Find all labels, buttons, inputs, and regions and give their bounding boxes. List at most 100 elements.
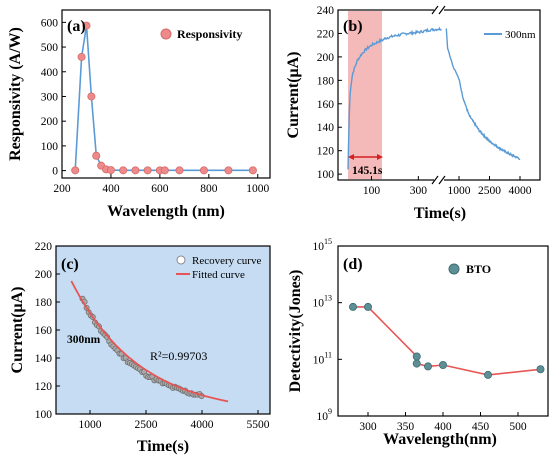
y-tick-label-d: 109 xyxy=(317,407,333,423)
x-tick-label-d: 300 xyxy=(359,421,377,433)
panel-b-label: (b) xyxy=(343,18,363,35)
x-axis-label-a: Wavelength (nm) xyxy=(107,203,225,220)
x-tick-label-d: 350 xyxy=(397,421,415,433)
y-tick-label-d: 1013 xyxy=(313,294,333,310)
detectivity-point xyxy=(412,352,421,361)
detectivity-point xyxy=(536,365,545,374)
y-tick-label-b: 240 xyxy=(317,5,335,17)
axis-break-mark xyxy=(431,5,446,185)
x-axis-label-b: Time(s) xyxy=(414,205,466,222)
y-axis-label-c: Current(μA) xyxy=(9,287,26,374)
y-tick-label-b: 120 xyxy=(317,146,335,158)
detectivity-point xyxy=(348,302,357,311)
x-tick-label-a: 600 xyxy=(151,183,169,195)
legend-label-fitted: Fitted curve xyxy=(192,269,245,281)
x-tick-label-c: 4000 xyxy=(191,419,214,431)
detectivity-point xyxy=(438,360,447,369)
detectivity-point xyxy=(423,362,432,371)
x-tick-label-c: 5500 xyxy=(247,419,270,431)
x-tick-label-a: 200 xyxy=(53,183,71,195)
panel-a-label: (a) xyxy=(67,18,86,35)
y-tick-label-b: 140 xyxy=(317,122,335,134)
panel-a-frame xyxy=(61,9,271,179)
y-tick-label-c: 120 xyxy=(35,381,53,393)
legend-marker-responsivity xyxy=(160,28,172,40)
responsivity-point xyxy=(224,166,233,175)
y-tick-label-d: 1015 xyxy=(313,237,333,253)
y-axis-label-d: Detectivity(Jones) xyxy=(287,270,304,393)
detectivity-point xyxy=(363,302,372,311)
x-tick-label-d: 400 xyxy=(434,421,452,433)
legend-marker-recovery xyxy=(176,255,186,265)
x-tick-label-b: 1000 xyxy=(448,185,471,197)
legend-label-recovery: Recovery curve xyxy=(192,255,261,267)
detectivity-point xyxy=(412,359,421,368)
responsivity-point xyxy=(143,166,152,175)
current-decay-line xyxy=(445,28,521,161)
responsivity-point xyxy=(82,21,91,30)
x-tick-label-b: 4000 xyxy=(509,185,532,197)
responsivity-point xyxy=(71,166,80,175)
y-tick-label-c: 100 xyxy=(35,409,53,421)
x-tick-label-a: 800 xyxy=(200,183,218,195)
y-tick-label-a: 600 xyxy=(41,17,59,29)
panel-d: 300 350 400 450 500 109 1011 1013 1015 (d) BTO W… xyxy=(287,237,549,448)
legend-label-300nm: 300nm xyxy=(505,29,536,41)
y-tick-label-a: 500 xyxy=(41,42,59,54)
rise-time-arrow xyxy=(348,154,383,160)
y-tick-label-b: 220 xyxy=(317,28,335,40)
x-axis-label-c: Time(s) xyxy=(137,438,189,455)
y-axis-label-b: Current(μA) xyxy=(285,52,302,139)
x-tick-label-a: 400 xyxy=(102,183,120,195)
detectivity-line xyxy=(353,306,541,376)
fitted-curve xyxy=(70,280,229,403)
y-tick-label-c: 140 xyxy=(35,353,53,365)
panel-c-label: (c) xyxy=(61,256,79,273)
responsivity-line xyxy=(74,25,253,172)
panel-b: 100 300 1000 2500 4000 100 120 140 160 180 200 220 2… xyxy=(285,5,541,222)
panel-d-frame xyxy=(337,245,549,417)
legend-marker-bto xyxy=(448,263,460,275)
wavelength-annotation: 300nm xyxy=(67,334,101,346)
responsivity-point xyxy=(199,166,208,175)
x-tick-label-b: 100 xyxy=(363,185,381,197)
y-tick-label-b: 180 xyxy=(317,75,335,87)
responsivity-point xyxy=(119,166,128,175)
responsivity-point xyxy=(106,166,115,175)
y-tick-label-c: 220 xyxy=(35,241,53,253)
detectivity-point xyxy=(483,370,492,379)
legend-label-bto: BTO xyxy=(466,262,491,276)
responsivity-point xyxy=(248,166,257,175)
y-axis-label-a: Responsivity (A/W) xyxy=(7,27,24,161)
responsivity-point xyxy=(77,52,86,61)
r-squared-annotation: R²=0.99703 xyxy=(150,349,207,363)
responsivity-point xyxy=(131,166,140,175)
panel-c: 1000 2500 4000 5500 100 120 140 160 180 200 220 (c… xyxy=(9,241,271,455)
responsivity-point xyxy=(87,92,96,101)
y-tick-label-a: 300 xyxy=(41,91,59,103)
rise-time-annotation: 145.1s xyxy=(352,165,383,177)
y-tick-label-a: 100 xyxy=(41,141,59,153)
y-tick-label-b: 200 xyxy=(317,52,335,64)
y-tick-label-a: 400 xyxy=(41,67,59,79)
current-rise-line xyxy=(347,26,442,170)
x-tick-label-a: 1000 xyxy=(246,183,269,195)
responsivity-point xyxy=(92,151,101,160)
x-tick-label-b: 300 xyxy=(410,185,428,197)
x-tick-label-c: 1000 xyxy=(79,419,102,431)
y-tick-label-d: 1011 xyxy=(313,350,332,366)
y-tick-label-a: 200 xyxy=(41,116,59,128)
x-tick-label-d: 500 xyxy=(509,421,527,433)
x-tick-label-b: 2500 xyxy=(478,185,501,197)
y-tick-label-c: 200 xyxy=(35,269,53,281)
y-tick-label-a: 0 xyxy=(52,166,58,178)
x-tick-label-d: 450 xyxy=(472,421,490,433)
y-tick-label-c: 160 xyxy=(35,325,53,337)
y-tick-label-b: 100 xyxy=(317,169,335,181)
rise-shaded-region xyxy=(348,11,382,179)
responsivity-point xyxy=(175,166,184,175)
y-tick-label-b: 160 xyxy=(317,99,335,111)
panel-d-label: (d) xyxy=(343,256,363,273)
